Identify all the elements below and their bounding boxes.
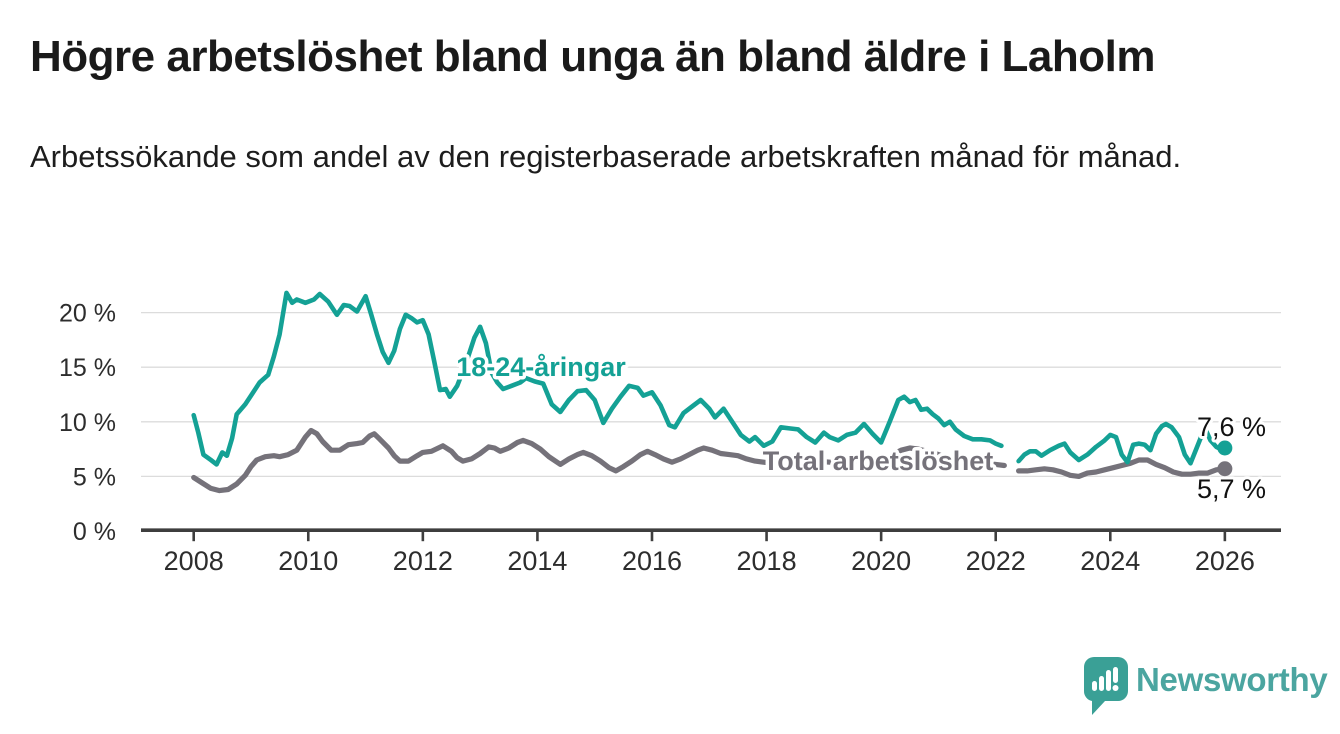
newsworthy-logo: Newsworthy (1083, 656, 1328, 716)
x-axis-tick-label: 2024 (1080, 546, 1140, 576)
bar-3 (1106, 670, 1111, 691)
y-axis-tick-label: 0 % (73, 518, 116, 546)
series-label-total: Total arbetslöshet (763, 446, 994, 476)
x-axis-tick-label: 2022 (966, 546, 1026, 576)
end-value-label-total: 5,7 % (1197, 474, 1266, 504)
exclamation-dot (1112, 685, 1119, 691)
bar-1 (1092, 681, 1097, 691)
x-axis-tick-label: 2012 (393, 546, 453, 576)
series-line-total (191, 427, 1007, 494)
x-axis-tick-label: 2014 (507, 546, 567, 576)
series-line-young (1016, 421, 1228, 466)
newsworthy-wordmark: Newsworthy (1136, 661, 1328, 698)
y-axis-tick-label: 20 % (59, 300, 116, 328)
x-axis-tick-label: 2016 (622, 546, 682, 576)
x-axis-tick-label: 2010 (278, 546, 338, 576)
y-axis-tick-label: 15 % (59, 354, 116, 382)
y-axis-tick-label: 5 % (73, 463, 116, 491)
end-value-label-young: 7,6 % (1197, 412, 1266, 442)
chart-title: Högre arbetslöshet bland unga än bland ä… (30, 32, 1156, 81)
bar-2 (1099, 676, 1104, 691)
x-axis-tick-label: 2018 (737, 546, 797, 576)
end-dot-total (1217, 461, 1233, 477)
series-line-young (191, 290, 1004, 467)
series-line-total (1015, 457, 1228, 479)
end-dot-young (1217, 440, 1233, 456)
newsworthy-bubble-icon (1083, 657, 1128, 715)
y-axis-tick-label: 10 % (59, 409, 116, 437)
x-axis-tick-label: 2020 (851, 546, 911, 576)
chart-subtitle: Arbetssökande som andel av den registerb… (30, 139, 1182, 174)
bubble-shape (1083, 657, 1128, 715)
exclamation-bar (1113, 667, 1118, 683)
x-axis-tick-label: 2008 (164, 546, 224, 576)
x-axis-tick-label: 2026 (1195, 546, 1255, 576)
series-label-young: 18-24-åringar (456, 352, 626, 382)
